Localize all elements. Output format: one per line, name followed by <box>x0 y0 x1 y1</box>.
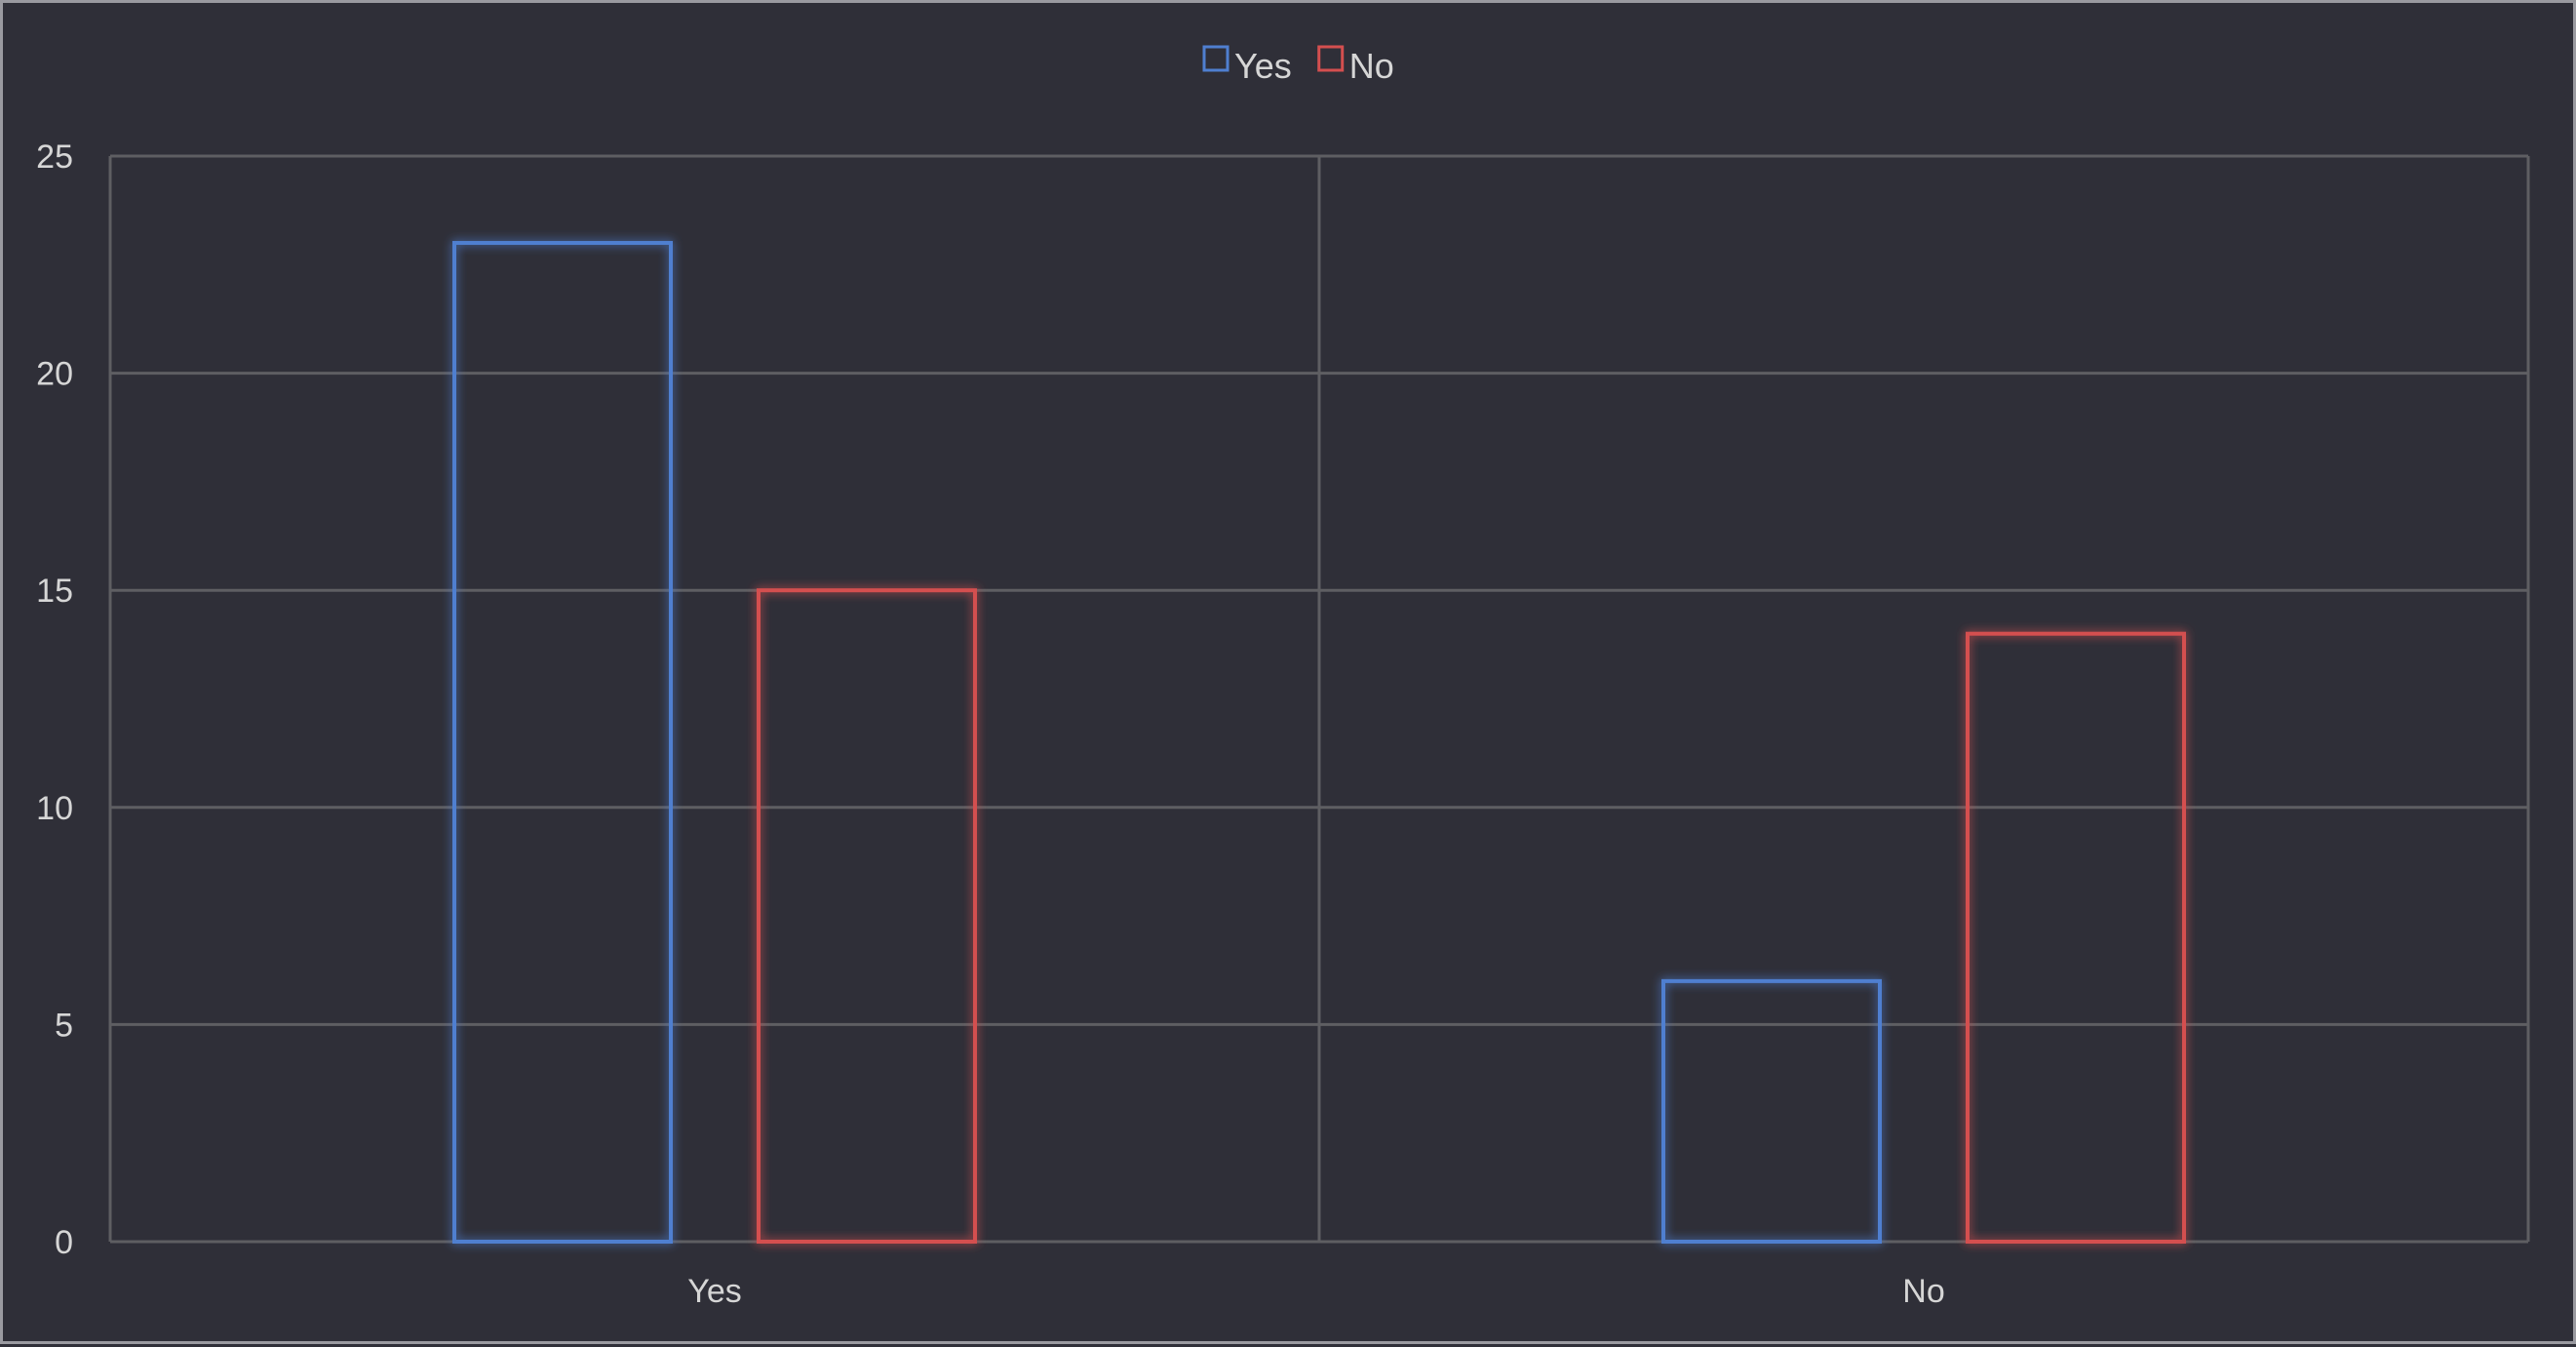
labels-layer: 0 5 10 15 20 25 Yes No <box>36 139 1945 1310</box>
legend-label-yes: Yes <box>1234 46 1292 86</box>
bar-no-no <box>1966 631 2186 1244</box>
x-tick-label-no: No <box>1902 1273 1944 1310</box>
y-tick-label: 10 <box>36 790 73 827</box>
legend-swatch-yes <box>1202 45 1229 72</box>
bar-yes-no <box>1661 978 1882 1244</box>
grid-layer <box>108 154 2530 1244</box>
x-tick-label-yes: Yes <box>687 1273 741 1310</box>
y-tick-label: 25 <box>36 139 73 176</box>
y-tick-label: 5 <box>55 1007 73 1044</box>
legend-label-no: No <box>1349 46 1394 86</box>
bar-yes-yes <box>452 241 673 1245</box>
y-tick-label: 0 <box>55 1224 73 1261</box>
y-tick-label: 20 <box>36 356 73 393</box>
y-tick-label: 15 <box>36 573 73 610</box>
bar-no-yes <box>757 588 977 1244</box>
legend: Yes No <box>1202 45 1394 86</box>
legend-swatch-no <box>1317 45 1345 72</box>
bars-layer <box>452 241 2186 1245</box>
bar-chart: 0 5 10 15 20 25 Yes No Yes No <box>36 45 2530 1310</box>
